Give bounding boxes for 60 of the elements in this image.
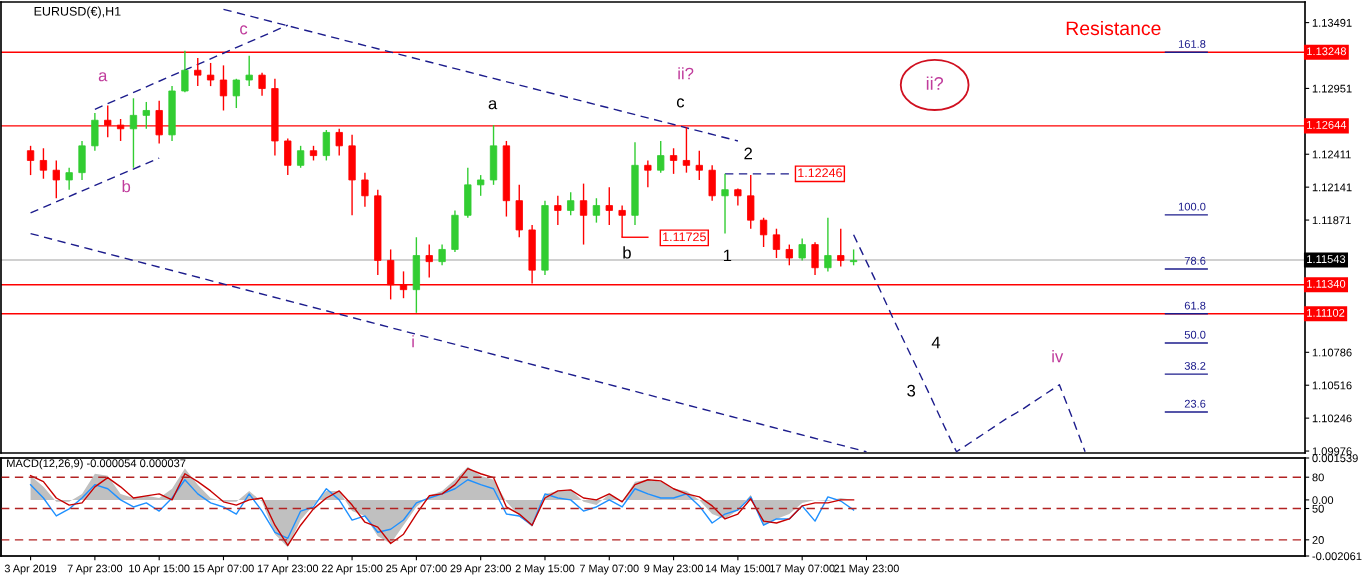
x-tick-label: 29 Apr 23:00 bbox=[450, 564, 511, 575]
ref-line-label: 1.13248 bbox=[1307, 47, 1346, 56]
annotation: ii? bbox=[926, 76, 944, 90]
y-tick-label: 1.10786 bbox=[1312, 348, 1352, 357]
x-tick-label: 17 May 07:00 bbox=[770, 564, 835, 575]
x-tick-label: 9 May 23:00 bbox=[644, 564, 703, 575]
annotation: b bbox=[623, 246, 631, 259]
annotation: i bbox=[412, 335, 414, 348]
annotation: 161.8 bbox=[1178, 40, 1206, 48]
annotation: a bbox=[98, 72, 108, 82]
chart-title: MACD(12,26,9) -0.000054 0.000037 bbox=[7, 458, 186, 470]
y2-tick-label: 50 bbox=[1312, 504, 1324, 513]
annotation: c bbox=[240, 25, 248, 35]
ref-line-label: 1.11102 bbox=[1307, 308, 1345, 317]
annotation: 61.8 bbox=[1184, 301, 1206, 310]
y-tick-label: 1.12141 bbox=[1312, 183, 1352, 192]
annotation: iv bbox=[1052, 350, 1064, 363]
annotation: Resistance bbox=[1066, 20, 1161, 36]
y2-tick-label: 80 bbox=[1312, 473, 1324, 482]
x-tick-label: 14 May 15:00 bbox=[705, 564, 771, 575]
annotation: 78.6 bbox=[1184, 256, 1206, 265]
x-tick-label: 10 Apr 15:00 bbox=[129, 564, 190, 575]
x-tick-label: 22 Apr 15:00 bbox=[321, 564, 383, 575]
x-tick-label: 17 Apr 23:00 bbox=[257, 564, 319, 575]
y-tick-label: 0.001539 bbox=[1312, 454, 1358, 463]
x-tick-label: 7 May 07:00 bbox=[580, 564, 639, 575]
annotation: 23.6 bbox=[1184, 399, 1206, 408]
annotation: b bbox=[122, 180, 131, 193]
y-tick-label: 1.13491 bbox=[1312, 18, 1352, 27]
annotation: 1.12246 bbox=[798, 168, 842, 178]
x-tick-label: 2 May 15:00 bbox=[515, 564, 575, 575]
y-tick-label: 1.11871 bbox=[1312, 216, 1351, 225]
y-tick-label: 1.09976 bbox=[1312, 447, 1352, 456]
y2-tick-label: 20 bbox=[1312, 536, 1324, 544]
annotation: 1.11725 bbox=[663, 232, 706, 242]
chart-title: EURUSD(€),H1 bbox=[34, 6, 121, 19]
y-tick-label: 1.10516 bbox=[1312, 381, 1352, 390]
annotation: 1 bbox=[723, 249, 732, 262]
ref-line-label: 1.11340 bbox=[1307, 279, 1346, 288]
y-tick-label: 1.10246 bbox=[1312, 414, 1352, 423]
annotation: 2 bbox=[744, 147, 752, 160]
annotation: 100.0 bbox=[1178, 202, 1206, 211]
annotation: a bbox=[488, 100, 498, 110]
ref-line-label: 1.11543 bbox=[1307, 255, 1346, 264]
x-tick-label: 21 May 23:00 bbox=[834, 564, 899, 575]
x-tick-label: 25 Apr 07:00 bbox=[386, 564, 447, 575]
y-tick-label: 1.12411 bbox=[1312, 150, 1351, 159]
annotation: 3 bbox=[907, 384, 916, 397]
x-tick-label: 15 Apr 07:00 bbox=[193, 564, 254, 575]
annotation: ii? bbox=[678, 67, 694, 80]
annotation: 4 bbox=[931, 336, 941, 349]
y-tick-label: -0.002061 bbox=[1312, 552, 1362, 561]
annotation: 50.0 bbox=[1184, 330, 1206, 339]
x-tick-label: 7 Apr 23:00 bbox=[67, 564, 123, 575]
ref-line-label: 1.12644 bbox=[1307, 120, 1347, 129]
y-tick-label: 0.00 bbox=[1312, 496, 1334, 505]
annotation: c bbox=[676, 98, 685, 108]
annotation: 38.2 bbox=[1184, 361, 1206, 370]
x-tick-label: 3 Apr 2019 bbox=[4, 564, 57, 575]
y-tick-label: 1.12951 bbox=[1312, 84, 1352, 93]
